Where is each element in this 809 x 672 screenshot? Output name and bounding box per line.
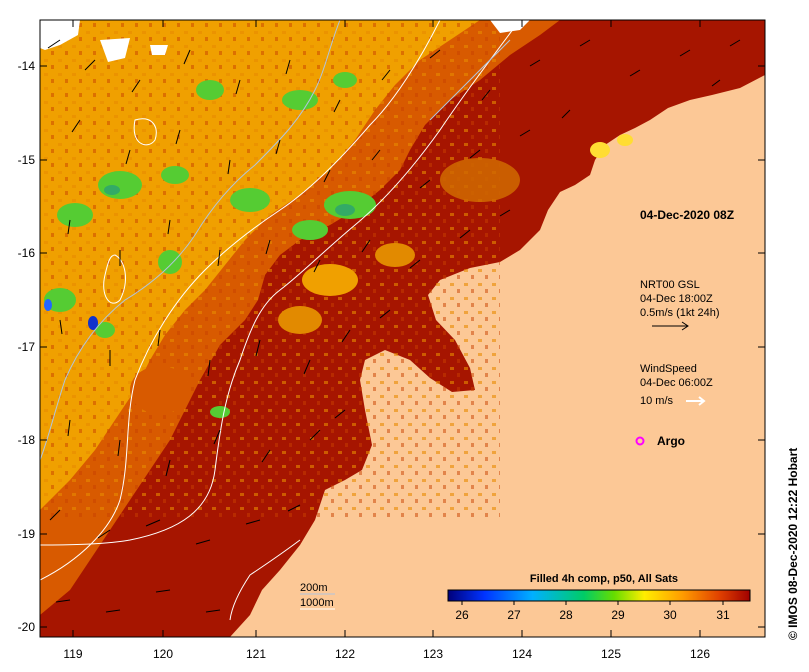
colorbar-tick-31: 31 <box>716 608 730 622</box>
lat-label-14: -14 <box>18 59 36 73</box>
lon-label-120: 120 <box>153 647 173 661</box>
colorbar-tick-28: 28 <box>559 608 573 622</box>
colorbar-gradient <box>447 589 751 602</box>
lat-label-15: -15 <box>18 153 36 167</box>
current-legend-scale: 0.5m/s (1kt 24h) <box>640 307 719 319</box>
wind-legend-time: 04-Dec 06:00Z <box>640 377 713 389</box>
bathy-legend-200m: 200m <box>300 582 328 594</box>
colorbar-tick-27: 27 <box>507 608 521 622</box>
lon-label-125: 125 <box>601 647 621 661</box>
lat-label-18: -18 <box>18 433 36 447</box>
lon-label-119: 119 <box>63 647 82 661</box>
current-arrows <box>47 39 741 613</box>
colorbar-tick-29: 29 <box>611 608 625 622</box>
latitude-labels: -14 -15 -16 -17 -18 -19 -20 <box>18 59 36 634</box>
colorbar-tick-30: 30 <box>663 608 677 622</box>
colorbar-title: Filled 4h comp, p50, All Sats <box>530 573 678 585</box>
lat-label-20: -20 <box>18 620 36 634</box>
lon-label-121: 121 <box>246 647 266 661</box>
lat-label-16: -16 <box>18 246 36 260</box>
current-legend-arrow-icon <box>652 321 689 331</box>
current-legend-time: 04-Dec 18:00Z <box>640 293 713 305</box>
argo-marker-icon <box>635 436 645 446</box>
wind-legend: WindSpeed 04-Dec 06:00Z 10 m/s <box>640 363 713 407</box>
plot-frame <box>39 19 766 638</box>
colorbar-tick-26: 26 <box>455 608 469 622</box>
current-legend-source: NRT00 GSL <box>640 279 700 291</box>
wind-legend-title: WindSpeed <box>640 363 697 375</box>
wind-legend-arrow-icon <box>686 396 706 406</box>
lat-label-17: -17 <box>18 340 36 354</box>
bathy-legend-1000m: 1000m <box>300 597 334 609</box>
argo-legend: Argo <box>635 434 685 448</box>
bathymetry-contours <box>40 20 521 621</box>
imos-credit: © IMOS 08-Dec-2020 12:22 Hobart <box>786 448 800 640</box>
bathymetry-legend: 200m 1000m <box>300 582 335 610</box>
no-data-patches <box>40 20 530 62</box>
lon-label-123: 123 <box>423 647 443 661</box>
lon-label-124: 124 <box>512 647 532 661</box>
wind-legend-scale: 10 m/s <box>640 395 674 407</box>
timestamp-label: 04-Dec-2020 08Z <box>640 208 734 222</box>
axis-ticks <box>40 20 765 637</box>
argo-label: Argo <box>657 434 685 448</box>
lon-label-126: 126 <box>690 647 710 661</box>
current-legend: NRT00 GSL 04-Dec 18:00Z 0.5m/s (1kt 24h) <box>640 279 719 331</box>
lat-label-19: -19 <box>18 527 36 541</box>
coldest-patch <box>44 299 98 330</box>
sst-colorbar: Filled 4h comp, p50, All Sats 26 27 28 2… <box>447 573 751 622</box>
longitude-labels: 119 120 121 122 123 124 125 126 <box>63 647 710 661</box>
lon-label-122: 122 <box>335 647 355 661</box>
sst-field <box>40 20 765 637</box>
